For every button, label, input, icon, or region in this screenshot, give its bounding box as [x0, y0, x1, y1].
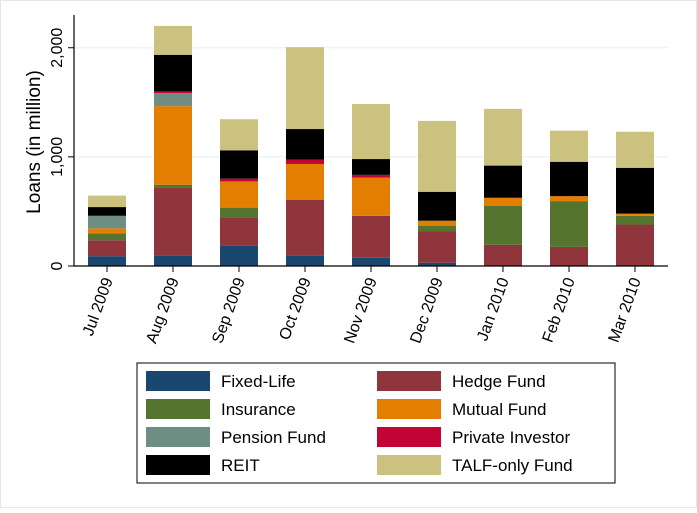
- bar-segment-fixed-life: [88, 256, 126, 266]
- bar-segment-insurance: [88, 233, 126, 241]
- legend-swatch-insurance: [146, 399, 210, 419]
- bar-segment-talf-only-fund: [220, 119, 258, 151]
- legend-swatch-reit: [146, 455, 210, 475]
- legend-swatch-pension-fund: [146, 427, 210, 447]
- legend-label-pension-fund: Pension Fund: [221, 428, 326, 447]
- bar-segment-mutual-fund: [484, 197, 522, 206]
- bar-segment-hedge-fund: [286, 199, 324, 256]
- bar-segment-private-investor: [352, 174, 390, 178]
- bar-segment-reit: [616, 167, 654, 214]
- bar-segment-hedge-fund: [352, 215, 390, 258]
- bars: [88, 25, 654, 266]
- bar-segment-hedge-fund: [550, 246, 588, 266]
- bar-segment-talf-only-fund: [352, 103, 390, 160]
- y-axis-title: Loans (in million): [24, 70, 45, 214]
- bar-segment-hedge-fund: [616, 224, 654, 266]
- legend-swatch-fixed-life: [146, 371, 210, 391]
- bar-segment-insurance: [220, 207, 258, 218]
- bar-segment-hedge-fund: [220, 217, 258, 246]
- bar-segment-private-investor: [154, 91, 192, 94]
- legend-label-reit: REIT: [221, 456, 260, 475]
- legend-label-talf-only-fund: TALF-only Fund: [452, 456, 573, 475]
- bar-segment-mutual-fund: [616, 213, 654, 216]
- legend-label-private-investor: Private Investor: [452, 428, 570, 447]
- bar-segment-reit: [484, 165, 522, 198]
- bar-segment-talf-only-fund: [550, 130, 588, 162]
- bar-segment-talf-only-fund: [88, 195, 126, 208]
- y-tick-label: 0: [49, 261, 66, 270]
- bar-segment-fixed-life: [352, 257, 390, 266]
- bar-segment-reit: [88, 207, 126, 216]
- bar-segment-fixed-life: [418, 262, 456, 266]
- bar-segment-reit: [220, 150, 258, 179]
- legend-swatch-private-investor: [377, 427, 441, 447]
- legend: Fixed-Life Hedge Fund Insurance Mutual Fund…: [136, 362, 616, 484]
- bar-segment-private-investor: [286, 159, 324, 164]
- bar-segment-talf-only-fund: [154, 25, 192, 55]
- bar-segment-talf-only-fund: [484, 108, 522, 166]
- bar-segment-insurance: [418, 225, 456, 232]
- bar-segment-insurance: [484, 205, 522, 245]
- bar-segment-talf-only-fund: [616, 131, 654, 168]
- bar-segment-talf-only-fund: [286, 47, 324, 130]
- bar-segment-reit: [352, 159, 390, 175]
- y-tick-label: 1,000: [49, 137, 66, 177]
- bar-segment-reit: [418, 191, 456, 221]
- legend-label-hedge-fund: Hedge Fund: [452, 372, 546, 391]
- bar-segment-mutual-fund: [220, 181, 258, 208]
- bar-segment-pension-fund: [88, 215, 126, 229]
- bar-segment-insurance: [550, 201, 588, 247]
- bar-segment-fixed-life: [286, 255, 324, 266]
- bar-segment-reit: [154, 54, 192, 92]
- bar-segment-mutual-fund: [352, 177, 390, 216]
- bar-segment-reit: [550, 161, 588, 197]
- bar-segment-private-investor: [220, 178, 258, 182]
- bar-segment-fixed-life: [154, 255, 192, 266]
- legend-label-fixed-life: Fixed-Life: [221, 372, 296, 391]
- bar-segment-mutual-fund: [88, 228, 126, 234]
- legend-label-mutual-fund: Mutual Fund: [452, 400, 547, 419]
- legend-label-insurance: Insurance: [221, 400, 296, 419]
- bar-segment-hedge-fund: [418, 231, 456, 263]
- bar-segment-mutual-fund: [418, 220, 456, 226]
- bar-segment-fixed-life: [220, 245, 258, 266]
- bar-segment-reit: [286, 129, 324, 160]
- bar-segment-talf-only-fund: [418, 120, 456, 192]
- legend-box: [136, 362, 616, 484]
- legend-swatch-talf-only-fund: [377, 455, 441, 475]
- legend-swatch-mutual-fund: [377, 399, 441, 419]
- bar-segment-pension-fund: [154, 93, 192, 107]
- bar-segment-mutual-fund: [550, 196, 588, 202]
- y-tick-label: 2,000: [49, 28, 66, 68]
- bar-segment-hedge-fund: [88, 240, 126, 257]
- bar-segment-hedge-fund: [484, 244, 522, 266]
- bar-segment-insurance: [154, 184, 192, 188]
- bar-segment-hedge-fund: [154, 187, 192, 256]
- bar-segment-mutual-fund: [286, 163, 324, 200]
- bar-segment-insurance: [616, 215, 654, 225]
- bar-segment-mutual-fund: [154, 106, 192, 185]
- legend-swatch-hedge-fund: [377, 371, 441, 391]
